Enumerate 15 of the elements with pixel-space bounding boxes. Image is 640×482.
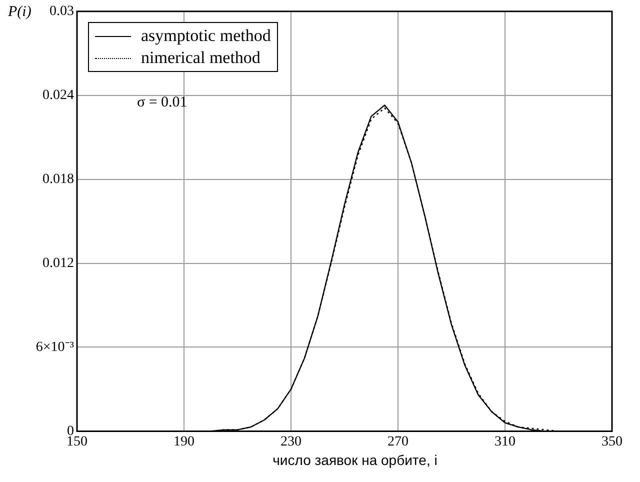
y-tick-label: 0.012 xyxy=(42,256,74,271)
x-tick-label: 310 xyxy=(494,434,516,450)
x-tick-label: 230 xyxy=(280,434,302,450)
y-axis-title: P(i) xyxy=(8,4,32,21)
y-tick-label: 0.03 xyxy=(50,4,74,20)
y-tick-label: 6×10⁻³ xyxy=(36,340,74,355)
x-axis-title: число заявок на орбите, i xyxy=(272,452,438,468)
annotation: σ = 0.01 xyxy=(137,94,188,110)
legend-label: nimerical method xyxy=(141,47,260,69)
x-tick-label: 350 xyxy=(602,434,622,450)
legend-label: asymptotic method xyxy=(141,25,271,47)
x-tick-label: 190 xyxy=(174,434,194,450)
y-tick-label: 0.024 xyxy=(42,88,74,104)
x-tick-label: 270 xyxy=(388,434,408,450)
y-tick-label: 0.018 xyxy=(42,172,74,187)
